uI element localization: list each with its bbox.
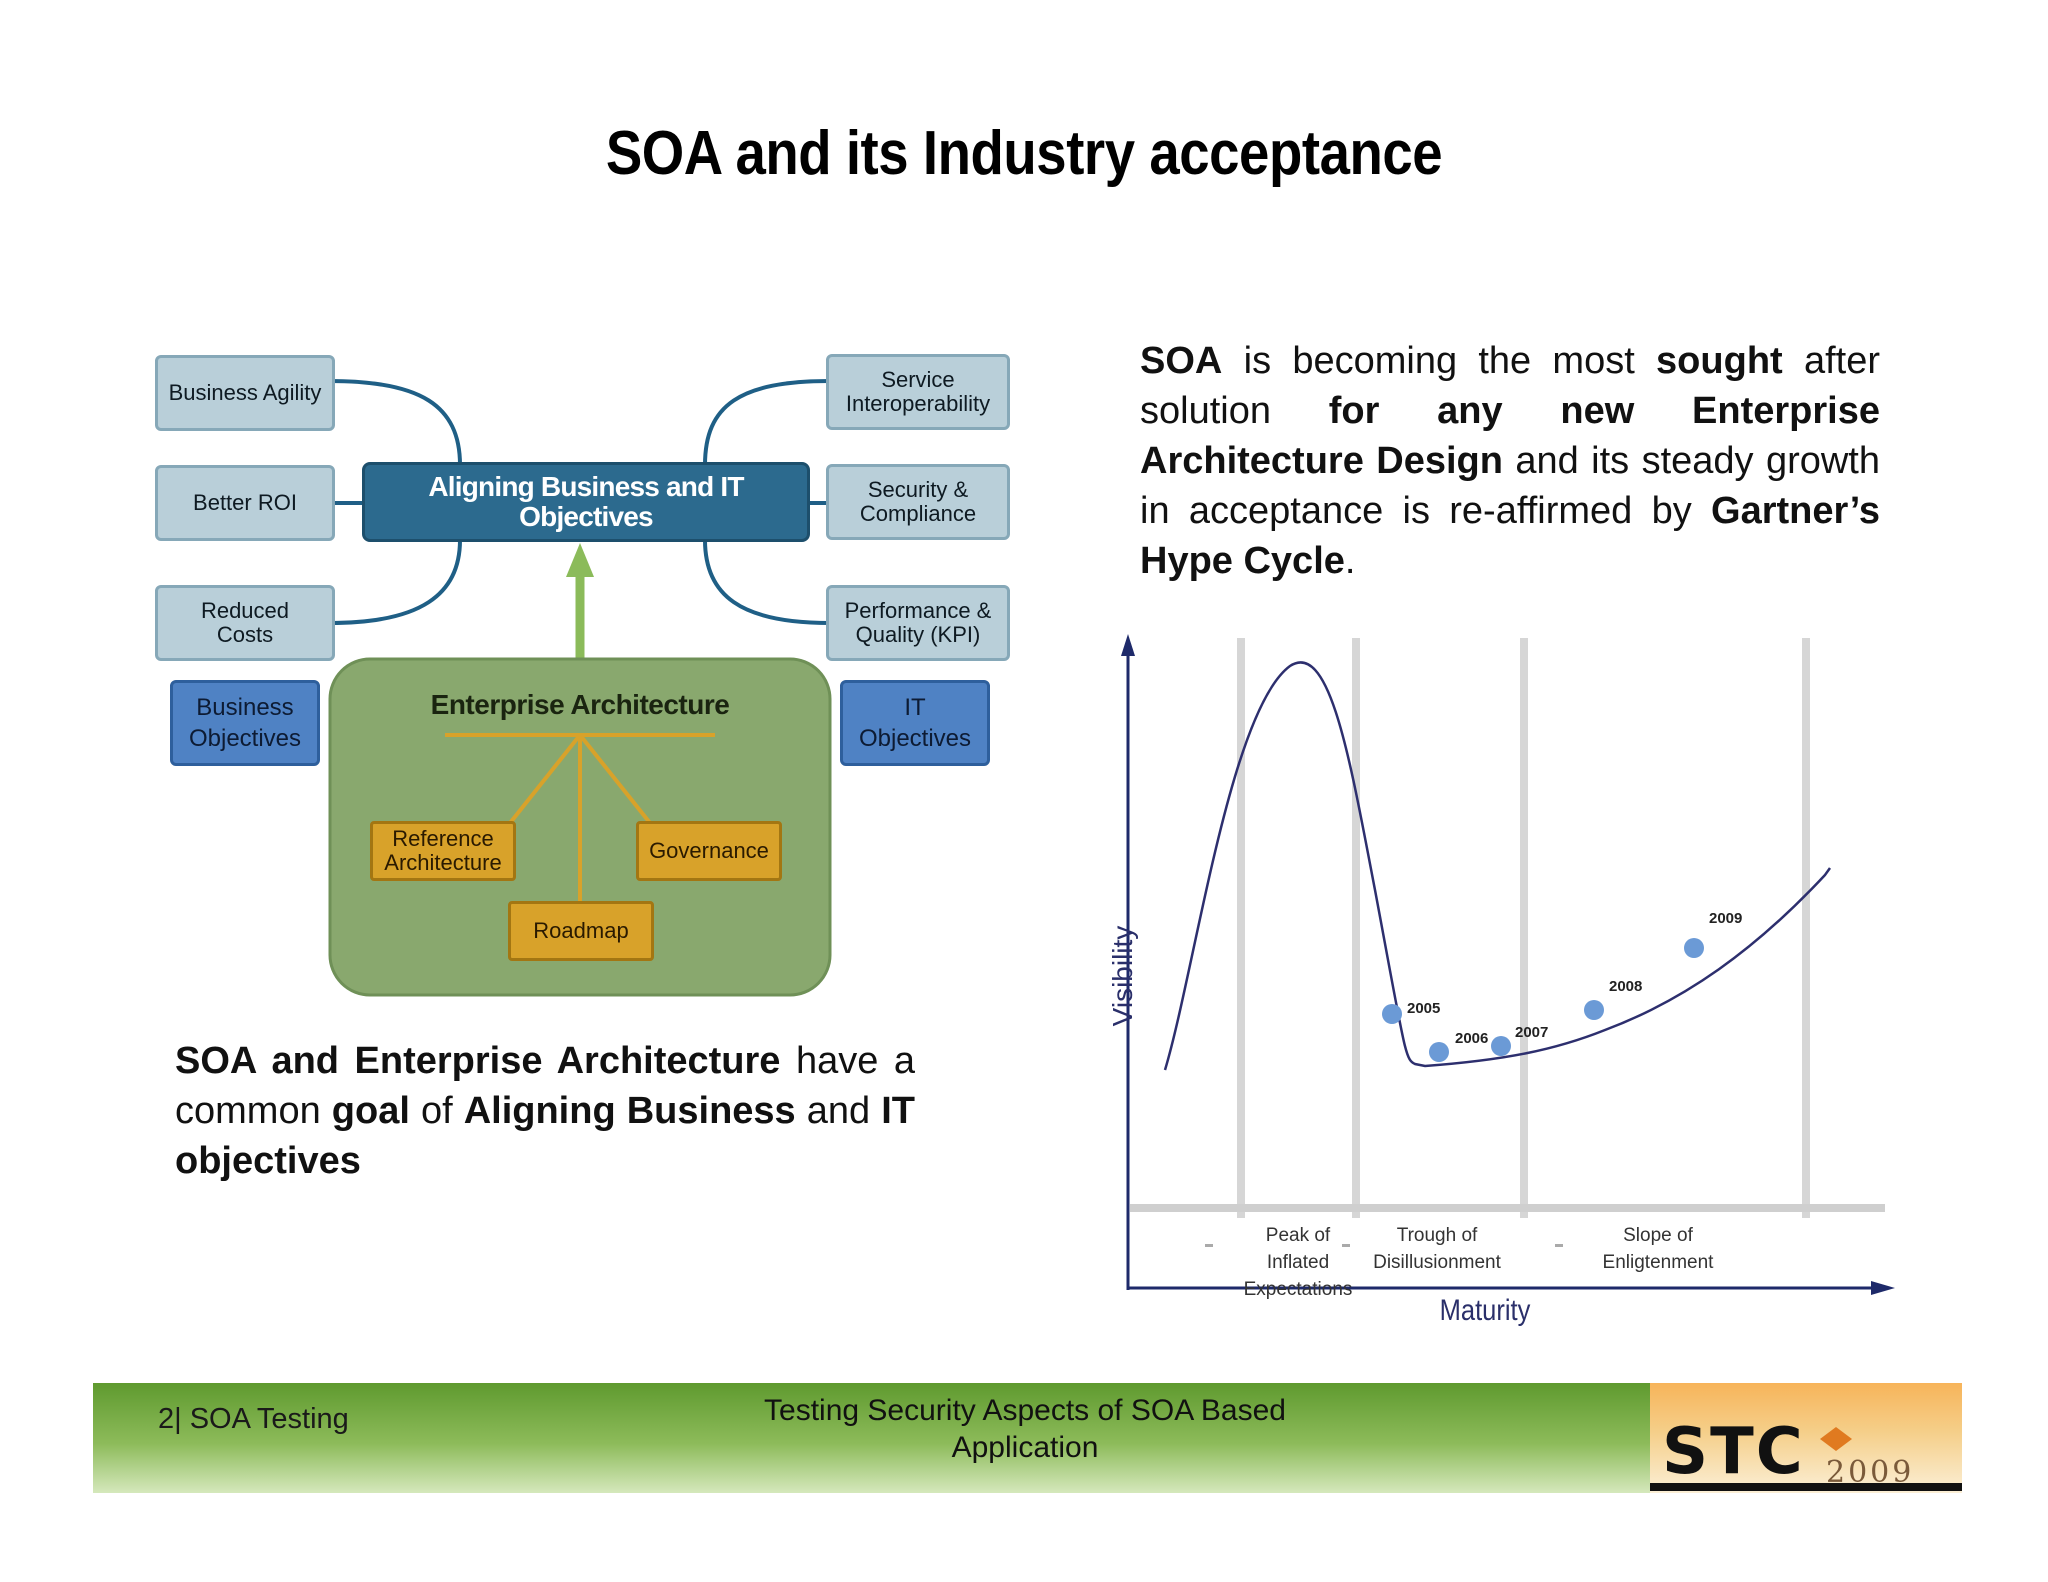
text-aligning-business: Aligning Business	[463, 1090, 796, 1132]
aligning-objectives-box: Aligning Business and IT Objectives	[362, 462, 810, 542]
text-run: is becoming the most	[1222, 340, 1657, 382]
label-2007: 2007	[1515, 1024, 1549, 1041]
footer-page-ref: 2| SOA Testing	[158, 1403, 349, 1435]
point-2007	[1491, 1036, 1511, 1056]
point-2005	[1382, 1004, 1402, 1024]
stc-logo-diamond-icon	[1820, 1427, 1852, 1451]
reference-architecture-box: Reference Architecture	[370, 821, 516, 881]
text-ea-design: for any new Enterprise Architecture Desi…	[1140, 390, 1880, 482]
text-sought: sought	[1656, 340, 1783, 382]
governance-box: Governance	[636, 821, 782, 881]
label-2005: 2005	[1407, 1000, 1441, 1017]
text-goal: goal	[331, 1090, 410, 1132]
benefit-business-agility: Business Agility	[155, 355, 335, 431]
label-2009: 2009	[1709, 910, 1743, 927]
y-axis-label: Visibility	[1107, 925, 1138, 1027]
point-2008	[1584, 1000, 1604, 1020]
phase-trough-label: Trough of Disillusionment	[1373, 1225, 1501, 1273]
right-paragraph: SOA is becoming the most sought after so…	[1140, 336, 1880, 586]
ea-alignment-diagram: Business Agility Better ROI Reduced Cost…	[150, 345, 1020, 1005]
ea-panel-title: Enterprise Architecture	[430, 688, 730, 720]
text-gartner-hype-cycle: Gartner’s Hype Cycle	[1140, 490, 1880, 582]
footer-bar	[93, 1383, 1955, 1493]
left-paragraph: SOA and Enterprise Architecture have a c…	[175, 1036, 915, 1186]
text-soa: SOA	[1140, 340, 1223, 382]
text-soa-ea: SOA and Enterprise Architecture	[175, 1040, 781, 1082]
benefit-better-roi: Better ROI	[155, 465, 335, 541]
phase-slope-label: Slope of Enligtenment	[1602, 1225, 1714, 1273]
label-2008: 2008	[1609, 978, 1643, 995]
roadmap-box: Roadmap	[508, 901, 654, 961]
stc-logo-text: STC	[1662, 1415, 1805, 1489]
footer-center-line1: Testing Security Aspects of SOA Based	[764, 1394, 1286, 1427]
business-objectives-box: Business Objectives	[170, 680, 320, 766]
text-run: have a common	[175, 1040, 916, 1132]
point-2009	[1684, 938, 1704, 958]
benefit-service-interoperability: Service Interoperability	[826, 354, 1010, 430]
label-2006: 2006	[1455, 1030, 1489, 1047]
phase-peak-label: Peak of Inflated Expectations	[1243, 1225, 1353, 1300]
text-it-objectives: IT objectives	[175, 1090, 915, 1182]
stc-logo: STC 2009	[1650, 1383, 1962, 1493]
benefit-performance-quality: Performance & Quality (KPI)	[826, 585, 1010, 661]
diagram-connectors	[328, 379, 832, 997]
hype-cycle-figure: 2005 2006 2007 2008 2009 Visibility Matu…	[1085, 630, 1915, 1340]
text-run: of	[409, 1090, 464, 1132]
stc-logo-underline	[1650, 1483, 1962, 1491]
footer-center-line2: Application	[951, 1431, 1099, 1464]
point-2006	[1429, 1042, 1449, 1062]
benefit-reduced-costs: Reduced Costs	[155, 585, 335, 661]
text-run: after solution	[1140, 340, 1880, 432]
hype-cycle-graphic	[1121, 634, 1895, 1295]
text-run: and	[795, 1090, 882, 1132]
benefit-security-compliance: Security & Compliance	[826, 464, 1010, 540]
x-axis-label: Maturity	[1439, 1294, 1531, 1327]
slide-title: SOA and its Industry acceptance	[605, 119, 1443, 188]
it-objectives-box: IT Objectives	[840, 680, 990, 766]
text-run: .	[1344, 540, 1356, 582]
text-run: and its steady growth in acceptance is r…	[1140, 440, 1880, 532]
